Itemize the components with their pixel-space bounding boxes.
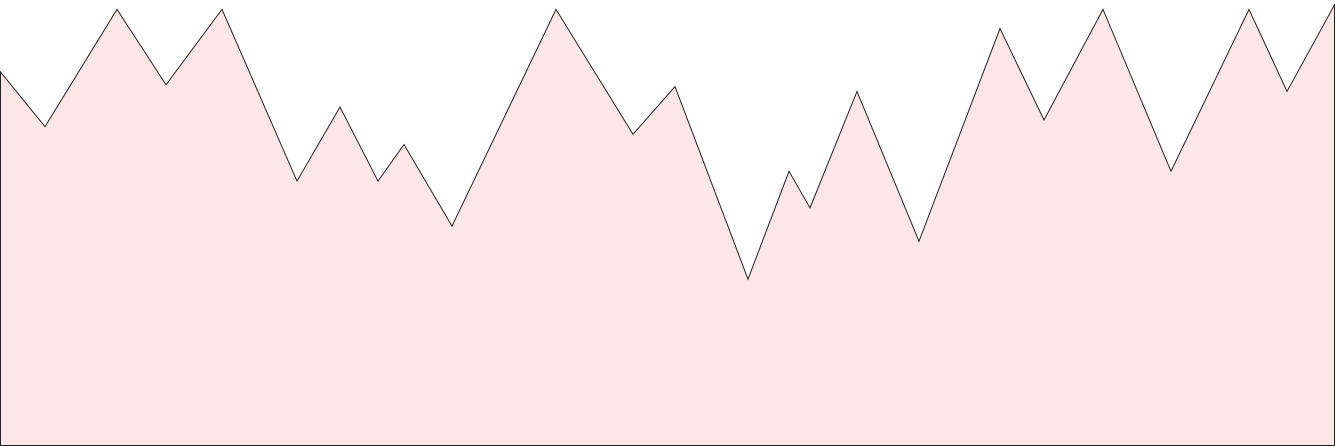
area-fill-series-0 bbox=[0, 4, 1335, 446]
plot-area bbox=[0, 3, 1335, 446]
series-line-0 bbox=[0, 3, 1335, 281]
